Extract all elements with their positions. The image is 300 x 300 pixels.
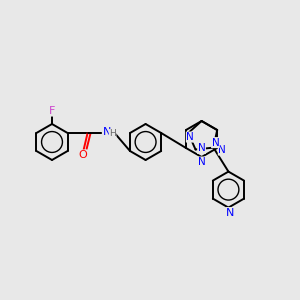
Text: F: F	[49, 106, 55, 116]
Text: N: N	[226, 208, 235, 218]
Text: N: N	[102, 127, 111, 137]
Text: N: N	[186, 132, 194, 142]
Text: N: N	[198, 143, 206, 154]
Text: N: N	[212, 138, 219, 148]
Text: N: N	[198, 157, 206, 167]
Text: N: N	[218, 145, 226, 155]
Text: H: H	[109, 130, 116, 139]
Text: O: O	[78, 150, 87, 160]
